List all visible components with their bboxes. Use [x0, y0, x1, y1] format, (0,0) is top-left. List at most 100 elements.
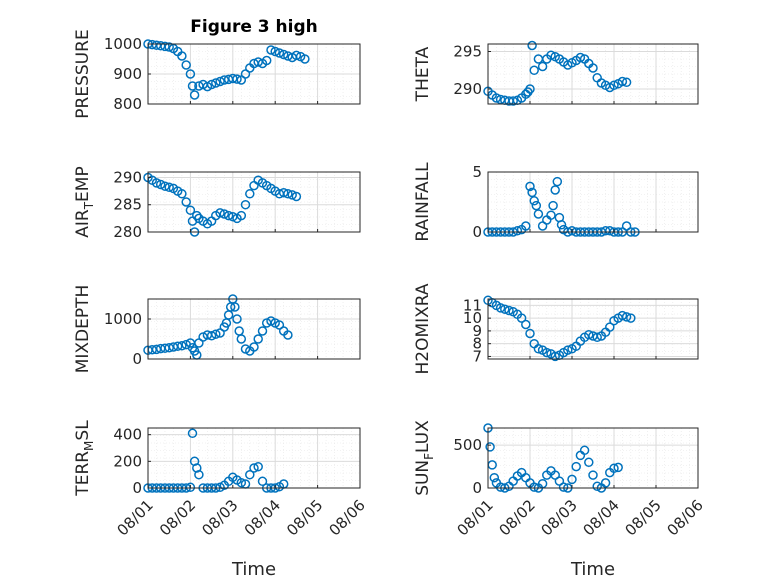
data-point	[621, 77, 632, 88]
data-point	[584, 457, 594, 468]
y-axis-label: TERRMSL	[73, 420, 96, 497]
y-axis-label: RAINFALL	[413, 162, 433, 242]
y-tick-label: 0	[472, 479, 482, 497]
data-point	[542, 347, 552, 358]
data-point	[600, 478, 611, 488]
data-point	[550, 351, 560, 362]
data-point	[211, 329, 221, 339]
data-point	[563, 345, 573, 355]
data-point	[588, 63, 598, 73]
data-point	[529, 65, 539, 76]
data-point	[579, 445, 590, 456]
x-tick-label: 08/04	[580, 496, 623, 539]
data-point	[160, 181, 170, 191]
y-tick-label: 0	[472, 223, 482, 241]
data-point	[278, 187, 289, 198]
subplot-4: 0 5 RAINFALL	[413, 162, 699, 242]
x-axis-label: Time	[570, 559, 615, 580]
data-point	[525, 181, 535, 192]
data-point	[177, 341, 187, 351]
data-point	[567, 474, 577, 485]
data-point	[575, 52, 586, 63]
y-tick-label: 8	[472, 335, 482, 353]
subplot-7: 0 200 400 08/01 08/02 08/03 08/04 08/05 08/06 Tim…	[73, 420, 369, 580]
data-point	[253, 334, 263, 344]
data-point	[552, 176, 563, 187]
y-tick-label: 400	[113, 426, 142, 444]
data-point	[613, 462, 623, 473]
data-point	[177, 189, 187, 199]
subplot-1: 800 900 1000 PRESSURE Figure 3 high	[73, 17, 361, 119]
data-point	[266, 45, 276, 55]
data-point	[605, 322, 615, 332]
data-point	[257, 476, 268, 487]
data-point	[571, 461, 581, 472]
data-point	[206, 79, 217, 90]
data-point	[232, 314, 242, 324]
data-point	[527, 40, 537, 51]
y-tick-label: 285	[113, 196, 142, 214]
data-point	[223, 210, 234, 221]
data-point	[192, 463, 202, 473]
data-point	[270, 46, 280, 57]
y-tick-label: 7	[472, 347, 482, 365]
data-point	[546, 210, 556, 220]
y-tick-label: 500	[453, 436, 482, 454]
data-point	[584, 329, 594, 340]
data-point	[504, 305, 514, 316]
data-point	[189, 90, 200, 100]
data-point	[155, 179, 166, 190]
data-point	[521, 221, 531, 231]
data-point	[185, 482, 196, 493]
data-point	[537, 61, 548, 72]
y-tick-label: 5	[472, 163, 482, 181]
y-tick-label: 900	[113, 65, 142, 83]
data-point	[232, 74, 242, 84]
x-tick-label: 08/06	[664, 496, 707, 539]
y-axis-label: AIRTEMP	[73, 166, 96, 237]
data-point	[626, 313, 636, 323]
data-point	[164, 343, 174, 353]
data-point	[215, 76, 225, 87]
data-point	[621, 312, 632, 322]
data-point	[617, 76, 628, 87]
x-tick-label: 08/06	[326, 496, 369, 539]
data-point	[485, 442, 495, 452]
data-point	[249, 463, 259, 473]
data-point	[525, 328, 535, 339]
data-point	[230, 302, 240, 312]
x-tick-label: 08/05	[622, 496, 665, 539]
data-point	[257, 326, 268, 336]
y-axis-label: SUNFLUX	[413, 420, 436, 496]
data-point	[236, 210, 247, 221]
data-point	[215, 208, 225, 218]
data-point	[300, 54, 310, 64]
data-point	[211, 78, 221, 88]
y-tick-label: 280	[113, 223, 142, 241]
data-point	[160, 41, 170, 52]
data-point	[278, 49, 289, 60]
data-point	[187, 81, 198, 91]
x-tick-label: 08/02	[156, 496, 199, 539]
data-point	[274, 48, 285, 58]
data-point	[609, 80, 619, 91]
x-axis-label: Time	[231, 559, 276, 580]
x-tick-label: 08/03	[538, 496, 581, 539]
y-tick-label: 10	[463, 309, 482, 327]
data-point	[194, 469, 204, 480]
data-point	[546, 50, 556, 61]
data-point	[187, 428, 198, 439]
axes-box	[487, 427, 699, 489]
axes-box	[487, 171, 699, 233]
data-point	[592, 481, 602, 492]
data-point	[495, 303, 506, 313]
data-point	[185, 205, 196, 215]
data-point	[512, 226, 523, 236]
subplot-3: 280 285 290 AIRTEMP	[73, 166, 361, 241]
data-point	[164, 182, 174, 193]
data-point	[521, 319, 531, 330]
data-point	[236, 334, 247, 344]
